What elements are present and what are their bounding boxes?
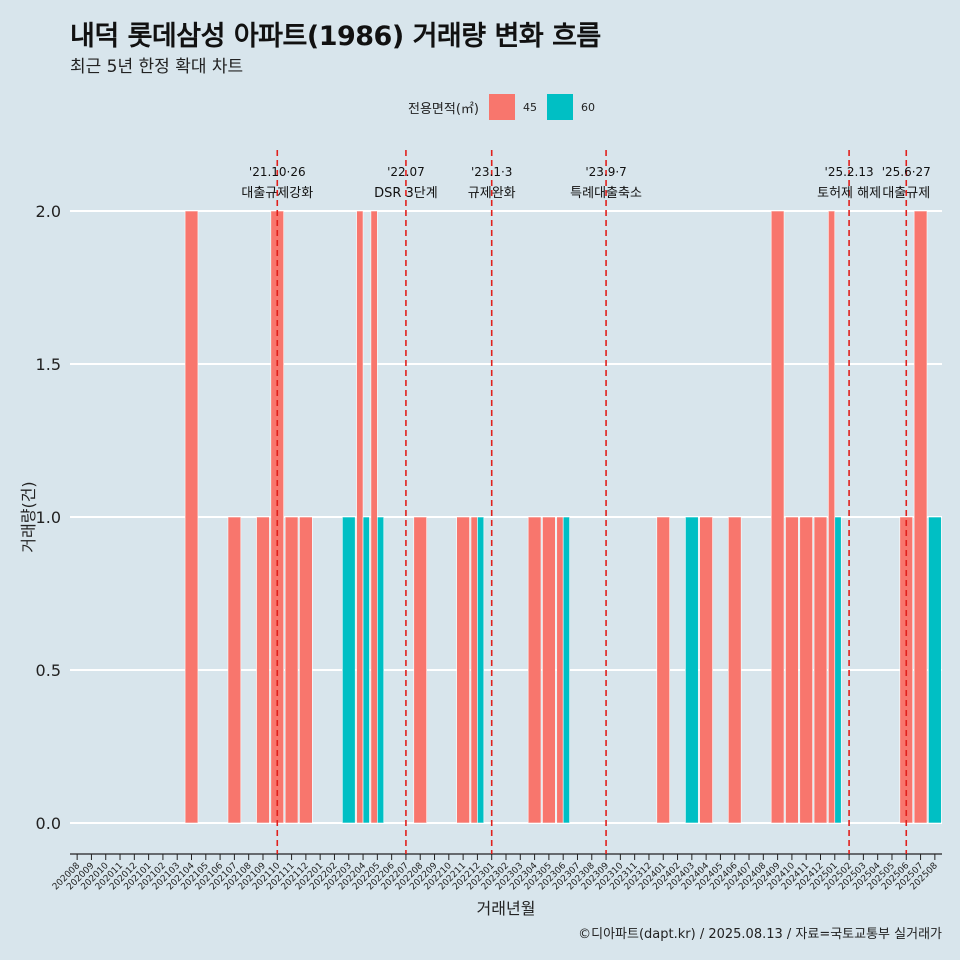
event-label: 특례대출축소 xyxy=(570,186,642,201)
bar-45-202401 xyxy=(656,516,670,824)
x-axis-title: 거래년월 xyxy=(477,899,536,918)
bar-45-202204 xyxy=(356,210,364,824)
event-date: '21.10·26 xyxy=(249,165,306,179)
event-date: '23.9·7 xyxy=(585,165,626,179)
event-label: 토허제 해제 xyxy=(817,186,881,201)
bar-45-202109 xyxy=(256,516,270,824)
event-label: 대출규제강화 xyxy=(241,186,313,201)
legend-swatch-60 xyxy=(546,94,573,120)
event-label: DSR 3단계 xyxy=(374,186,438,201)
event-date: '23.1·3 xyxy=(471,165,512,179)
y-tick-label: 1.0 xyxy=(36,508,61,527)
event-label: 대출규제 xyxy=(882,186,930,201)
event-date: '22.07 xyxy=(387,165,425,179)
event-label: 규제완화 xyxy=(468,186,516,201)
bar-60-202205 xyxy=(377,516,385,824)
bar-45-202507 xyxy=(913,210,928,824)
bar-60-202306 xyxy=(562,516,570,824)
bar-60-202204 xyxy=(362,516,370,824)
bar-45-202411 xyxy=(799,516,813,824)
legend: 전용면적(㎡) 45 60 xyxy=(408,93,605,121)
bar-45-202205 xyxy=(370,210,378,824)
legend-swatch-45 xyxy=(488,94,515,120)
bar-45-202404 xyxy=(699,516,713,824)
bar-45-202104 xyxy=(184,210,199,824)
bar-45-202305 xyxy=(542,516,556,824)
chart-subtitle: 최근 5년 한정 확대 차트 xyxy=(70,57,244,77)
event-date: '25.2.13 xyxy=(825,165,874,179)
bar-45-202211 xyxy=(456,516,470,824)
legend-title: 전용면적(㎡) xyxy=(408,101,479,117)
bar-45-202304 xyxy=(527,516,542,824)
bar-45-202111 xyxy=(284,516,299,824)
bar-45-202501 xyxy=(828,210,836,824)
bar-45-202208 xyxy=(413,516,427,824)
y-tick-label: 1.5 xyxy=(36,355,61,374)
source-caption: ©디아파트(dapt.kr) / 2025.08.13 / 자료=국토교통부 실… xyxy=(578,927,942,942)
bar-45-202412 xyxy=(813,516,828,824)
bar-45-202107 xyxy=(227,516,242,824)
y-tick-label: 0.5 xyxy=(36,661,61,680)
bar-60-202501 xyxy=(834,516,842,824)
event-date: '25.6·27 xyxy=(882,165,931,179)
bar-45-202112 xyxy=(299,516,313,824)
bar-45-202212 xyxy=(470,516,478,824)
bar-60-202403 xyxy=(685,516,699,824)
legend-label-45: 45 xyxy=(522,100,537,114)
bar-60-202508 xyxy=(928,516,942,824)
bar-45-202410 xyxy=(785,516,799,824)
bar-45-202406 xyxy=(727,516,742,824)
bar-45-202409 xyxy=(770,210,785,824)
y-axis-title: 거래량(건) xyxy=(19,481,38,552)
y-tick-label: 2.0 xyxy=(36,202,61,221)
legend-label-60: 60 xyxy=(580,100,595,114)
chart-title: 내덕 롯데삼성 아파트(1986) 거래량 변화 흐름 xyxy=(70,21,601,52)
y-tick-label: 0.0 xyxy=(36,814,61,833)
bar-60-202203 xyxy=(342,516,356,824)
bar-60-202212 xyxy=(477,516,485,824)
bar-45-202306 xyxy=(556,516,564,824)
